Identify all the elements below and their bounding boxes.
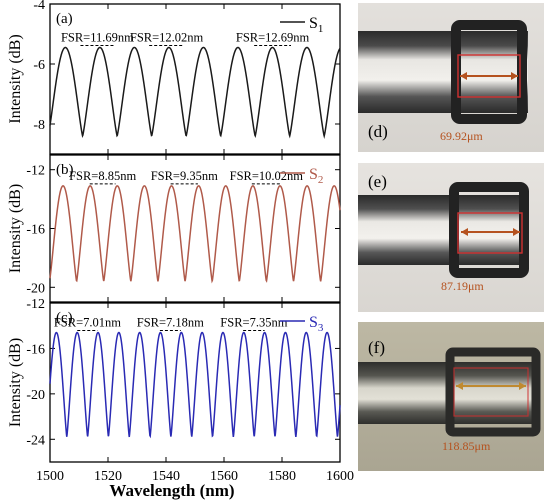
- fsr-annotation: FSR=7.01nm: [54, 316, 121, 330]
- legend-label: S3: [309, 314, 324, 334]
- micrograph-e: [358, 163, 544, 312]
- y-axis-label: Intensity (dB): [7, 338, 24, 427]
- micrograph-d: [358, 3, 544, 152]
- fsr-annotation: FSR=12.02nm: [130, 31, 204, 45]
- panel-label: (a): [56, 11, 73, 27]
- x-tick-label: 1540: [152, 469, 180, 484]
- micrograph-e-measure: 87.19μm: [441, 279, 484, 293]
- legend-label: S1: [309, 15, 323, 35]
- fsr-annotation: FSR=12.69nm: [236, 31, 310, 45]
- y-tick-label: -16: [26, 342, 45, 357]
- panel-label: (b): [56, 162, 74, 178]
- x-axis: 1500 1520 1540 1560 1580 1600: [36, 469, 354, 484]
- fsr-annotation: FSR=7.18nm: [137, 316, 204, 330]
- x-tick-label: 1520: [94, 469, 122, 484]
- x-tick-label: 1500: [36, 469, 64, 484]
- y-axis-label: Intensity (dB): [7, 184, 24, 273]
- x-tick-label: 1600: [326, 469, 354, 484]
- plot-frame: [49, 3, 341, 155]
- micrograph-d-measure: 69.92μm: [440, 129, 483, 143]
- series-line-s3: [49, 331, 341, 439]
- fsr-annotation: FSR=10.02nm: [230, 169, 304, 183]
- y-tick-label: -6: [33, 58, 45, 73]
- panel-b: -12 -16 -20 FSR=8.85nm FSR=9.35nm FSR=10.02nm…: [26, 154, 341, 303]
- panel-c: -12 -16 -20 -24 FSR=7.01nm FSR=7.18nm FSR=7.35…: [26, 297, 341, 463]
- micrograph-f-label: (f): [368, 338, 385, 357]
- fsr-annotation: FSR=8.85nm: [69, 169, 136, 183]
- y-tick-label: -20: [26, 281, 45, 296]
- micrograph-d-label: (d): [368, 122, 388, 141]
- y-axis-label: Intensity (dB): [7, 34, 24, 123]
- x-axis-label: Wavelength (nm): [109, 481, 234, 500]
- y-tick-label: -4: [33, 0, 45, 13]
- panel-label: (c): [56, 310, 73, 326]
- series-line-s2: [49, 185, 341, 284]
- micrograph-f: [358, 322, 544, 471]
- micrograph-f-measure: 118.85μm: [442, 439, 491, 453]
- fsr-annotation: FSR=9.35nm: [151, 169, 218, 183]
- fsr-annotation: FSR=7.35nm: [220, 316, 287, 330]
- y-tick-label: -12: [26, 164, 45, 179]
- x-tick-label: 1560: [210, 469, 238, 484]
- y-tick-label: -20: [26, 388, 45, 403]
- y-tick-label: -24: [26, 433, 45, 448]
- micrograph-e-label: (e): [368, 172, 387, 191]
- y-tick-label: -8: [33, 118, 45, 133]
- x-tick-label: 1580: [268, 469, 296, 484]
- y-tick-label: -12: [26, 297, 45, 312]
- legend-label: S2: [309, 166, 323, 186]
- y-tick-label: -16: [26, 223, 45, 238]
- fsr-annotation: FSR=11.69nm: [61, 31, 134, 45]
- series-line-s1: [49, 46, 341, 139]
- y-axis-labels: Intensity (dB) Intensity (dB) Intensity (d…: [7, 34, 24, 427]
